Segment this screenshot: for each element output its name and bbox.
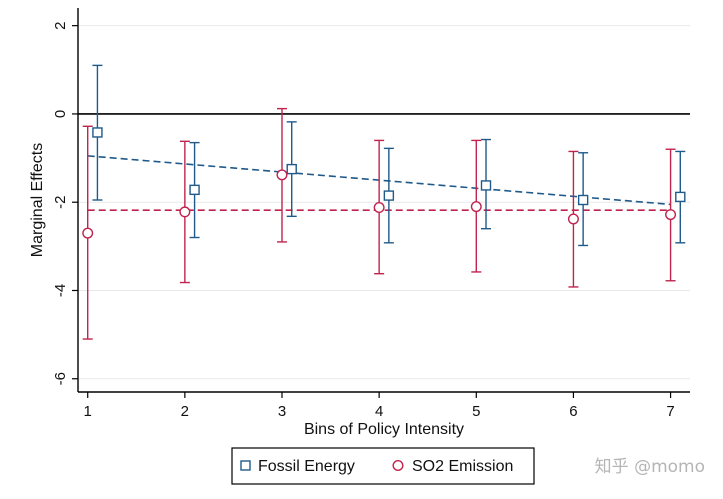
legend-box xyxy=(231,447,535,485)
legend-circle-icon xyxy=(392,460,404,472)
y-axis-title: Marginal Effects xyxy=(29,143,46,257)
legend: Fossil Energy SO2 Emission xyxy=(231,447,535,485)
legend-label-so2-emission: SO2 Emission xyxy=(412,458,513,475)
y-tick-label--2: -2 xyxy=(52,196,69,209)
x-tick-label-2: 2 xyxy=(181,403,189,420)
y-tick-label--4: -4 xyxy=(52,284,69,297)
marker-square-3 xyxy=(286,163,297,175)
y-tick-label-0: 0 xyxy=(52,110,69,118)
legend-square-icon xyxy=(240,460,251,471)
x-tick-label-3: 3 xyxy=(278,403,286,420)
legend-label-fossil-energy: Fossil Energy xyxy=(258,458,355,475)
marker-circle-4 xyxy=(373,202,385,214)
marker-square-1 xyxy=(92,127,103,138)
x-axis-title: Bins of Policy Intensity xyxy=(304,421,464,438)
axes xyxy=(77,8,690,393)
marker-square-4 xyxy=(383,190,395,201)
marker-circle-7 xyxy=(665,209,677,221)
x-tick-label-4: 4 xyxy=(375,403,383,420)
marker-square-2 xyxy=(189,184,200,196)
marker-circle-2 xyxy=(179,206,191,218)
marker-circle-6 xyxy=(567,213,579,225)
grid xyxy=(78,25,690,380)
marker-square-6 xyxy=(577,194,589,206)
x-tick-label-5: 5 xyxy=(472,403,480,420)
y-ticks: -6 -4 -2 0 2 xyxy=(52,21,78,385)
x-tick-label-1: 1 xyxy=(84,403,92,420)
marker-square-5 xyxy=(480,180,492,191)
marker-square-7 xyxy=(675,191,686,203)
y-tick-label--6: -6 xyxy=(52,372,69,385)
watermark: 知乎 @momo xyxy=(594,457,705,477)
x-ticks: 1 2 3 4 5 6 7 xyxy=(84,392,675,420)
marker-circle-5 xyxy=(470,201,482,213)
x-tick-label-6: 6 xyxy=(569,403,577,420)
y-tick-label-2: 2 xyxy=(52,21,69,29)
x-tick-label-7: 7 xyxy=(666,403,674,420)
marker-circle-3 xyxy=(276,169,288,181)
markers xyxy=(82,127,686,239)
marker-circle-1 xyxy=(82,227,94,239)
